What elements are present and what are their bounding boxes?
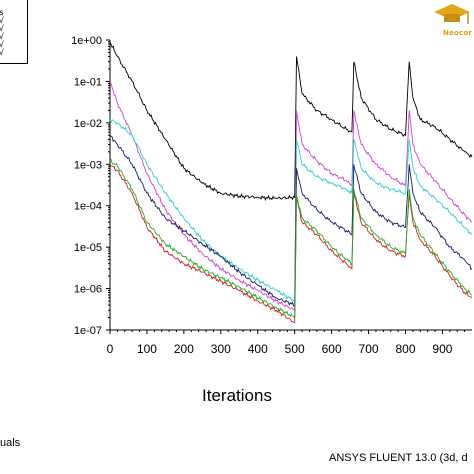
series-layer bbox=[109, 41, 473, 324]
legend-mark: √ bbox=[0, 16, 4, 25]
x-tick-label: 900 bbox=[432, 342, 452, 356]
y-tick-label: 1e-07 bbox=[74, 325, 102, 337]
tick-labels: 1e+00 1e-01 1e-02 1e-03 1e-04 1e-05 1e-06 1e-07… bbox=[71, 35, 453, 356]
x-tick-label: 600 bbox=[322, 342, 342, 356]
legend-mark: √ bbox=[0, 48, 4, 57]
residual-series-line bbox=[109, 41, 473, 202]
x-tick-label: 800 bbox=[395, 342, 415, 356]
graduation-cap-icon bbox=[434, 4, 470, 24]
residual-series-line bbox=[109, 158, 473, 319]
y-tick-label: 1e-03 bbox=[74, 159, 102, 171]
legend-marks: s √ √ √ √ √ bbox=[0, 9, 27, 57]
x-tick-label: 200 bbox=[174, 342, 194, 356]
legend-mark: √ bbox=[0, 32, 4, 41]
legend-mark: s bbox=[0, 8, 4, 17]
legend: s √ √ √ √ √ bbox=[0, 0, 28, 64]
residual-series-line bbox=[109, 81, 473, 312]
y-tick-label: 1e+00 bbox=[71, 35, 102, 47]
logo: Neocor bbox=[430, 0, 474, 40]
legend-mark: √ bbox=[0, 24, 4, 33]
residual-series-line bbox=[109, 164, 473, 324]
x-tick-label: 700 bbox=[359, 342, 379, 356]
x-axis-title: Iterations bbox=[202, 386, 272, 405]
logo-text: Neocor bbox=[442, 29, 472, 37]
legend-mark: √ bbox=[0, 40, 4, 49]
footer-right-text: ANSYS FLUENT 13.0 (3d, d bbox=[329, 452, 468, 464]
x-tick-label: 0 bbox=[107, 342, 114, 356]
y-tick-label: 1e-01 bbox=[74, 76, 102, 88]
footer-left-text: uals bbox=[0, 437, 21, 449]
y-tick-label: 1e-02 bbox=[74, 118, 102, 130]
residual-series-line bbox=[109, 119, 473, 302]
y-tick-label: 1e-05 bbox=[74, 242, 102, 254]
y-tick-label: 1e-04 bbox=[74, 201, 102, 213]
x-tick-label: 400 bbox=[248, 342, 268, 356]
x-tick-label: 500 bbox=[285, 342, 305, 356]
x-tick-label: 100 bbox=[137, 342, 157, 356]
x-tick-label: 300 bbox=[211, 342, 231, 356]
y-tick-label: 1e-06 bbox=[74, 284, 102, 296]
plot-axes bbox=[106, 39, 472, 334]
residual-series-line bbox=[109, 134, 473, 307]
